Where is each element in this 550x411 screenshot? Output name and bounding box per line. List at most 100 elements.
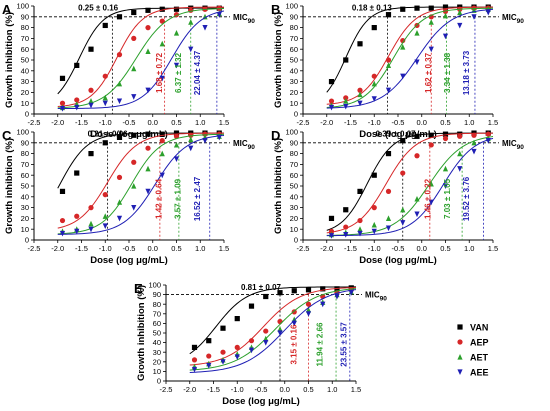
data-point-van — [159, 6, 165, 12]
data-point-van — [428, 5, 434, 11]
y-tick-label: 10 — [290, 99, 298, 108]
data-point-van — [248, 303, 255, 309]
data-point-aet — [400, 206, 406, 213]
panel-label: B — [271, 2, 280, 17]
data-point-van — [328, 215, 335, 221]
fit-curve-van — [57, 7, 224, 95]
data-point-aep — [385, 188, 392, 194]
y-tick-label: 80 — [290, 23, 298, 32]
data-point-aet — [159, 40, 165, 47]
ic-annotation-aet: 3.57 ± 1.09 — [173, 178, 182, 219]
x-tick-label: -2.5 — [28, 118, 41, 127]
y-tick-label: 0 — [25, 110, 29, 119]
data-point-aet — [173, 30, 180, 36]
x-axis-title: Dose (log μg/mL) — [90, 255, 168, 266]
data-point-aee — [414, 59, 420, 66]
x-tick-label: 1.5 — [488, 244, 498, 253]
x-tick-label: -0.5 — [123, 118, 136, 127]
data-point-aet — [371, 80, 377, 87]
y-axis-title: Growth inhibition (%) — [4, 138, 15, 234]
data-point-van — [234, 316, 240, 322]
data-point-aee — [385, 87, 392, 94]
data-point-aee — [74, 228, 80, 235]
x-tick-label: 1.0 — [464, 244, 474, 253]
y-tick-label: 100 — [16, 2, 29, 11]
data-point-aep — [145, 145, 151, 151]
data-point-aet — [428, 19, 434, 25]
data-point-aep — [400, 37, 406, 44]
y-tick-label: 60 — [290, 171, 298, 180]
y-tick-label: 90 — [21, 12, 29, 21]
data-point-aee — [131, 94, 137, 100]
data-point-aet — [414, 195, 420, 202]
data-point-aet — [145, 48, 151, 54]
data-point-van — [277, 290, 283, 296]
data-point-aee — [371, 228, 377, 235]
data-point-van — [59, 75, 66, 81]
ic-annotation-aet: 3.34 ± 1.38 — [443, 52, 452, 93]
data-point-aet — [116, 199, 123, 205]
data-point-van — [414, 5, 420, 11]
data-point-aet — [305, 306, 312, 313]
data-point-aep — [74, 97, 80, 103]
y-tick-label: 90 — [290, 12, 298, 21]
data-point-aee — [202, 25, 208, 31]
fit-curve-aep — [57, 132, 224, 229]
data-point-aep — [305, 301, 312, 307]
ic-annotation-aep: 1.46 ± 0.22 — [423, 178, 432, 219]
x-tick-label: 1.0 — [327, 385, 337, 394]
data-point-aet — [88, 220, 94, 227]
data-point-aee — [277, 330, 283, 336]
panel-label: C — [2, 128, 12, 143]
data-point-aee — [457, 22, 463, 29]
y-tick-label: 0 — [157, 377, 161, 386]
y-tick-label: 90 — [290, 138, 298, 147]
data-point-aep — [88, 205, 94, 211]
y-tick-label: 20 — [290, 88, 298, 97]
y-tick-label: 80 — [290, 149, 298, 158]
ic-annotation-van: 0.25 ± 0.16 — [78, 3, 119, 12]
data-point-van — [173, 130, 180, 136]
fit-curve-aep — [57, 6, 224, 108]
x-axis-title: Dose (log μg/mL) — [222, 396, 300, 407]
data-point-aep — [173, 133, 180, 139]
fit-curve-aep — [189, 286, 357, 366]
y-tick-label: 50 — [153, 329, 161, 338]
data-point-aep — [263, 328, 269, 334]
y-tick-label: 40 — [21, 192, 29, 201]
fit-curve-aet — [326, 136, 494, 236]
data-point-aee — [145, 87, 151, 94]
panel-B: B -2.5 -2.0 -1.5 -1.0 -0.5 0.0 0.5 1.0 1.5 0 10 20 30… — [271, 2, 524, 140]
legend-label-aet: AET — [470, 353, 489, 363]
mic90-label: MIC90 — [502, 139, 524, 151]
data-point-aee — [116, 215, 123, 222]
data-point-van — [343, 57, 349, 63]
data-point-van — [88, 151, 94, 157]
data-point-aee — [428, 46, 434, 53]
data-point-van — [400, 138, 406, 144]
x-tick-label: -1.5 — [344, 118, 357, 127]
fit-curve-aet — [189, 288, 357, 371]
data-point-aep — [102, 73, 108, 79]
data-point-aep — [328, 98, 335, 104]
data-point-aep — [234, 344, 240, 350]
data-point-aee — [357, 230, 363, 237]
data-point-aet — [442, 12, 449, 19]
y-tick-label: 70 — [290, 34, 298, 43]
mic90-label: MIC90 — [502, 13, 524, 25]
ic-annotation-aet: 11.94 ± 2.66 — [316, 322, 325, 367]
y-tick-label: 100 — [285, 2, 298, 11]
ic-annotation-aee: 16.52 ± 2.47 — [193, 176, 202, 221]
data-point-aep — [328, 228, 335, 234]
y-tick-label: 90 — [153, 290, 161, 299]
x-tick-label: -1.0 — [99, 118, 112, 127]
y-tick-label: 40 — [290, 192, 298, 201]
ic-annotation-aee: 13.18 ± 3.73 — [462, 50, 471, 95]
x-tick-label: -0.5 — [392, 118, 405, 127]
data-point-aee — [145, 188, 151, 195]
data-point-aep — [216, 5, 222, 11]
legend-marker-aep — [457, 339, 463, 345]
panel-label: D — [271, 128, 280, 143]
data-point-aep — [191, 357, 198, 363]
data-point-van — [131, 132, 137, 138]
